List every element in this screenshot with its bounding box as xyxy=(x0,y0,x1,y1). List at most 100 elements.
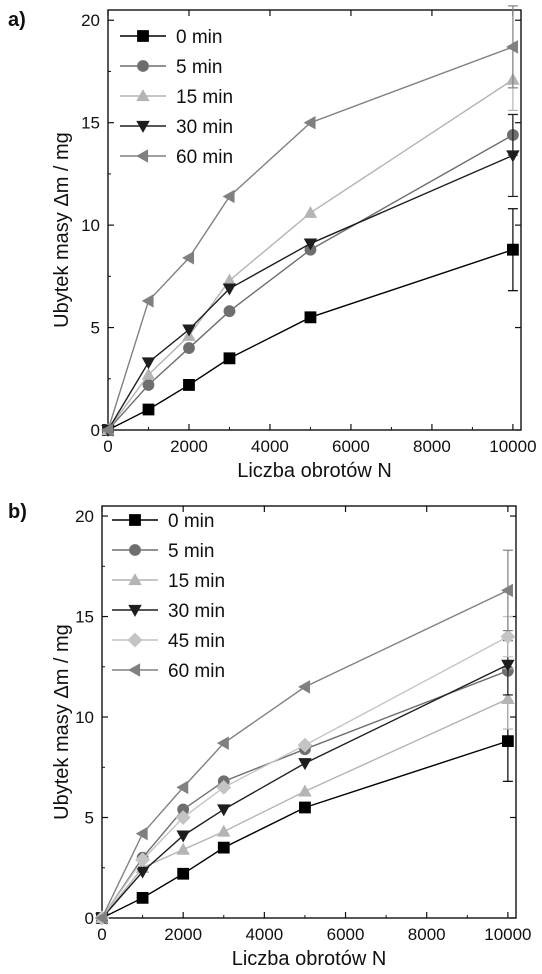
legend-marker xyxy=(127,632,143,648)
data-point xyxy=(182,251,195,265)
y-tick-label: 0 xyxy=(85,909,94,928)
data-point xyxy=(506,40,518,54)
x-tick-label: 0 xyxy=(97,925,106,944)
x-tick-label: 10000 xyxy=(489,437,536,456)
y-tick-label: 20 xyxy=(75,507,94,526)
data-point xyxy=(501,735,514,748)
data-point xyxy=(183,342,195,354)
series-60-min: 60 min xyxy=(95,549,513,925)
x-tick-label: 0 xyxy=(103,437,112,456)
panel-label: b) xyxy=(8,501,27,523)
legend-label: 0 min xyxy=(176,27,222,48)
data-point xyxy=(142,403,155,416)
data-point xyxy=(507,243,519,256)
x-tick-label: 4000 xyxy=(251,437,289,456)
data-point xyxy=(141,357,156,370)
y-tick-label: 15 xyxy=(75,608,94,627)
data-point xyxy=(299,801,311,814)
data-point xyxy=(101,423,114,437)
legend-label: 15 min xyxy=(176,87,233,108)
x-axis-title: Liczba obrotów N xyxy=(237,460,392,482)
legend-label: 5 min xyxy=(176,57,222,78)
data-point xyxy=(303,115,316,130)
data-point xyxy=(176,842,190,855)
series-line xyxy=(107,249,514,431)
legend-marker xyxy=(128,663,141,677)
data-point xyxy=(303,238,318,251)
series-0-min: 0 min xyxy=(96,511,514,924)
x-tick-label: 4000 xyxy=(245,925,283,944)
x-tick-label: 10000 xyxy=(484,925,531,944)
series-line xyxy=(107,154,514,431)
data-point xyxy=(142,379,155,391)
data-point xyxy=(303,205,318,218)
x-axis-title: Liczba obrotów N xyxy=(232,948,387,969)
data-point xyxy=(182,324,196,337)
data-point xyxy=(304,311,317,324)
chart-panel-a: a) 0 2000 4000 6000 8000 10000 0 5 10 15 20 Liczba o… xyxy=(8,5,537,482)
data-point xyxy=(183,379,195,391)
legend-marker xyxy=(137,60,149,72)
series-line xyxy=(107,46,514,431)
data-point xyxy=(95,911,108,925)
data-point xyxy=(506,150,520,163)
y-tick-label: 15 xyxy=(81,114,100,133)
legend-marker xyxy=(128,604,142,617)
data-point xyxy=(501,583,513,598)
data-point xyxy=(501,659,515,672)
series-line xyxy=(107,134,514,431)
legend-marker xyxy=(137,30,149,42)
y-axis-title: Ubytek masy Δm / mg xyxy=(51,624,73,820)
plot-frame xyxy=(107,9,522,431)
legend-marker xyxy=(129,544,141,556)
series-line xyxy=(101,636,509,919)
data-point xyxy=(176,780,189,795)
y-tick-label: 10 xyxy=(75,708,94,727)
legend-label: 30 min xyxy=(168,601,225,622)
data-point xyxy=(175,810,191,825)
legend-label: 60 min xyxy=(168,661,225,682)
data-point xyxy=(298,758,312,771)
data-point xyxy=(135,826,148,841)
legend-marker xyxy=(128,573,142,586)
data-point xyxy=(177,867,190,880)
y-tick-label: 20 xyxy=(81,11,100,30)
data-point xyxy=(216,736,229,750)
x-tick-label: 6000 xyxy=(332,437,370,456)
legend-marker xyxy=(136,89,150,102)
data-point xyxy=(136,892,149,904)
y-tick-label: 5 xyxy=(85,809,94,828)
data-point xyxy=(298,784,312,797)
data-point xyxy=(223,305,236,317)
legend-marker xyxy=(136,120,150,133)
plot-frame xyxy=(101,505,517,919)
legend-label: 45 min xyxy=(168,631,225,652)
series-0-min: 0 min xyxy=(102,27,519,436)
data-point xyxy=(176,830,190,843)
data-point xyxy=(216,779,232,795)
series-45-min: 45 min xyxy=(94,615,516,926)
data-point xyxy=(223,352,236,365)
x-tick-label: 6000 xyxy=(327,925,365,944)
series-line xyxy=(101,589,509,919)
legend-marker xyxy=(136,149,149,163)
series-5-min: 5 min xyxy=(96,541,514,924)
data-point xyxy=(222,189,235,204)
data-point xyxy=(141,294,154,308)
y-tick-label: 0 xyxy=(91,421,100,440)
legend-label: 0 min xyxy=(168,511,214,532)
y-tick-label: 5 xyxy=(91,319,100,338)
legend-label: 5 min xyxy=(168,541,214,562)
series-line xyxy=(101,698,509,919)
data-point xyxy=(141,367,156,380)
series-line xyxy=(101,670,509,919)
x-tick-label: 2000 xyxy=(170,437,208,456)
legend-label: 60 min xyxy=(176,147,233,168)
panel-label: a) xyxy=(8,9,26,31)
x-tick-label: 8000 xyxy=(413,437,451,456)
legend-marker xyxy=(129,514,141,526)
data-point xyxy=(217,841,230,854)
series-line xyxy=(101,740,509,919)
series-60-min: 60 min xyxy=(101,5,518,437)
